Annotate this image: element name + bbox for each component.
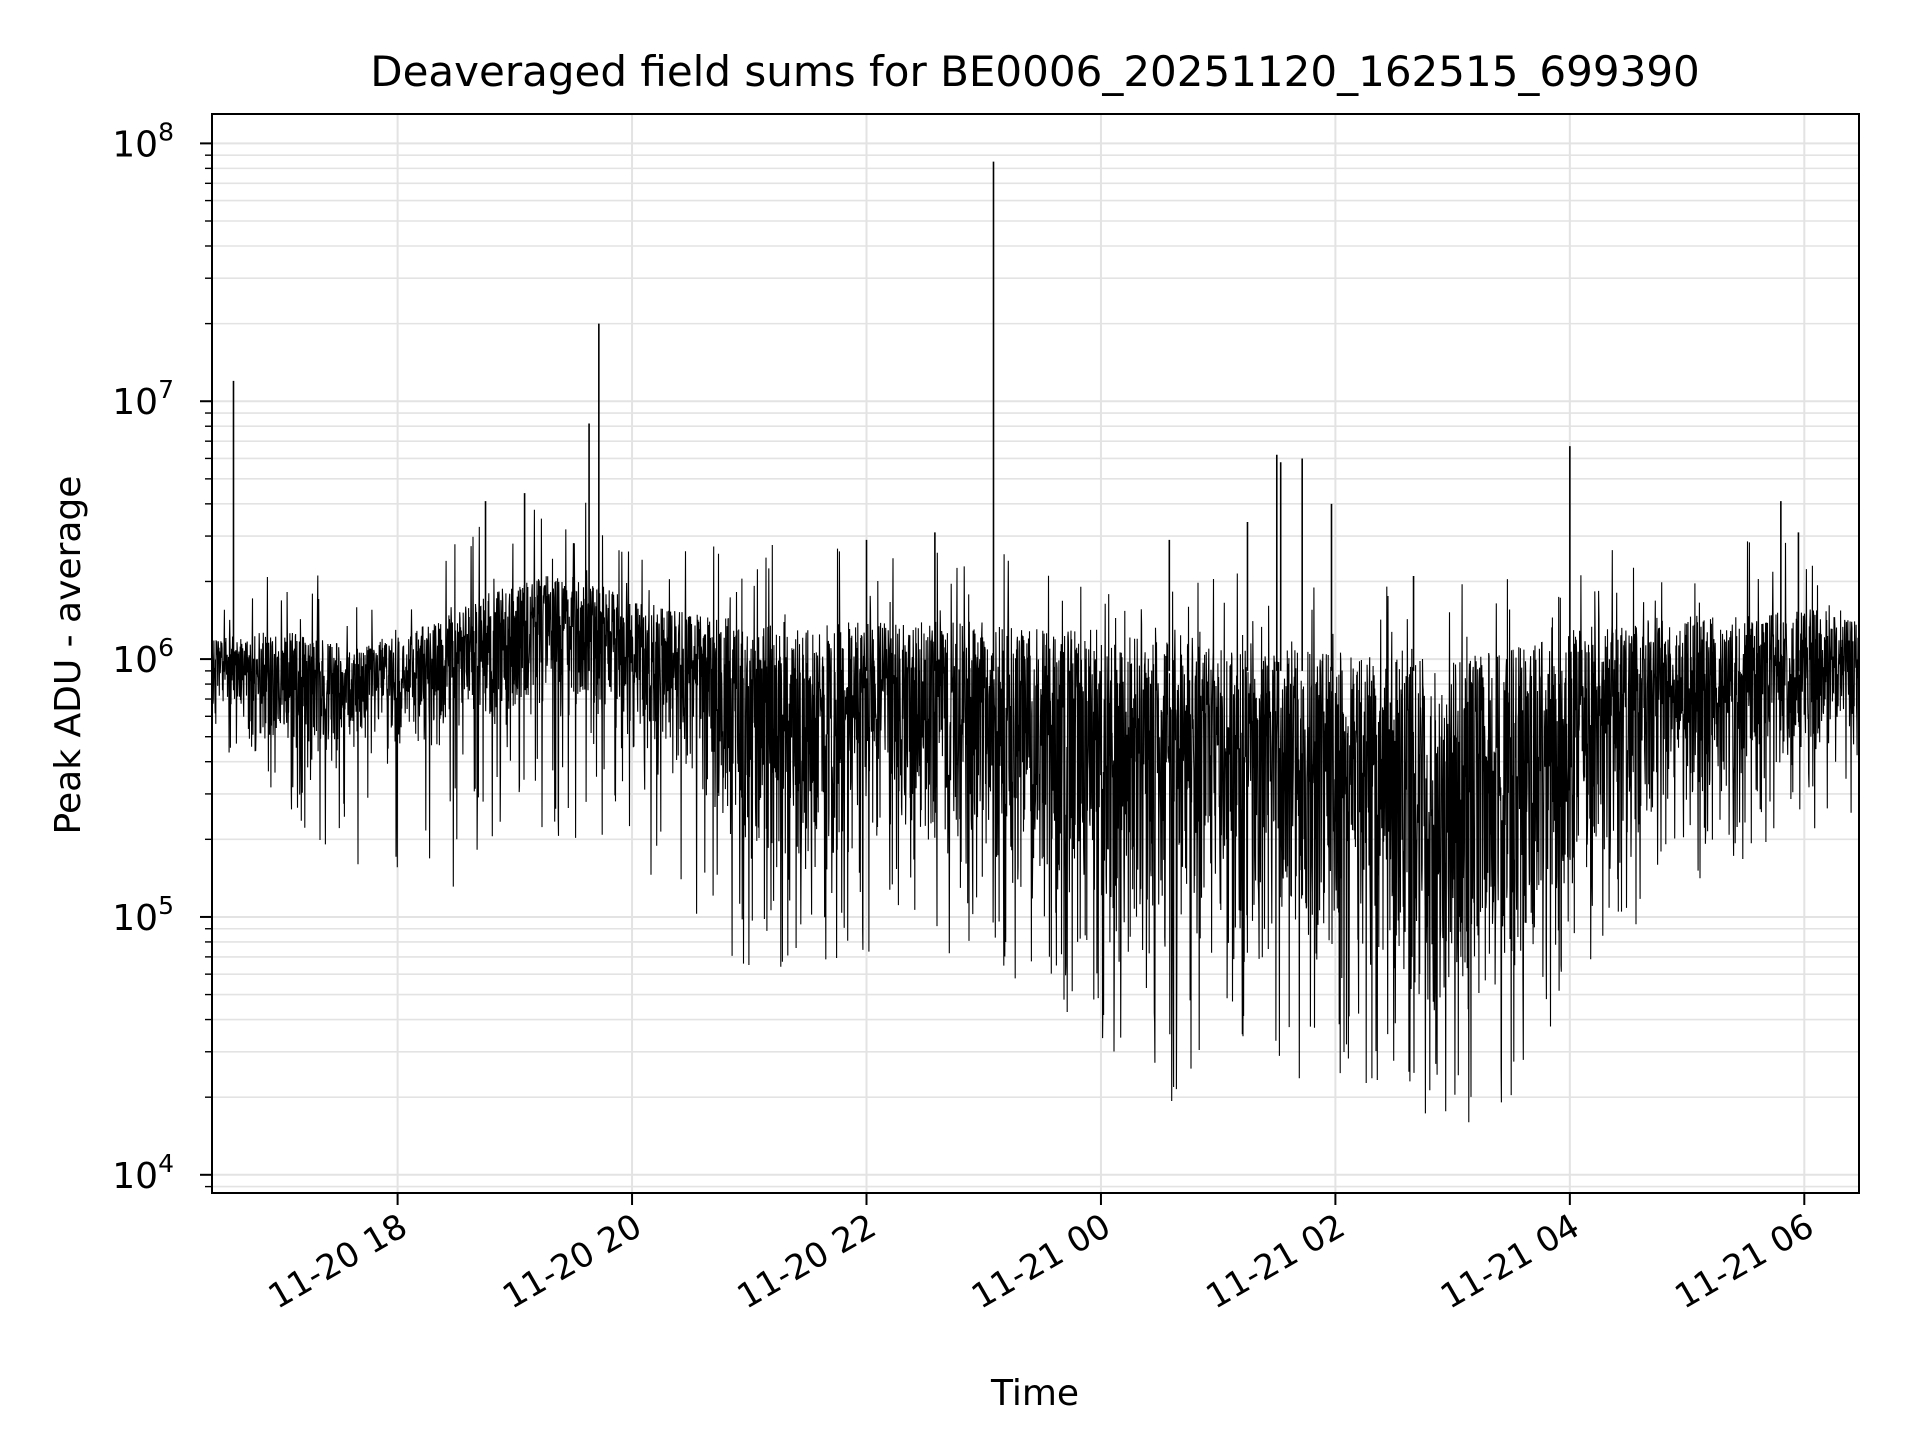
series-line xyxy=(211,502,1860,1123)
y-tick-base: 10 xyxy=(112,1156,158,1197)
y-tick-label: 106 xyxy=(112,633,174,681)
x-axis-label: Time xyxy=(990,1373,1079,1414)
y-tick-label: 108 xyxy=(112,117,174,165)
y-tick-exponent: 8 xyxy=(158,117,174,146)
y-tick-exponent: 4 xyxy=(158,1149,174,1178)
y-tick-exponent: 7 xyxy=(158,375,174,404)
y-tick-label: 107 xyxy=(112,375,174,423)
axes-frame xyxy=(211,113,1860,1194)
y-tick-base: 10 xyxy=(112,124,158,165)
y-tick-exponent: 6 xyxy=(158,633,174,662)
y-tick-exponent: 5 xyxy=(158,891,174,920)
plot-area xyxy=(211,161,1860,1123)
y-tick-base: 10 xyxy=(112,382,158,423)
y-tick-label: 104 xyxy=(112,1149,174,1197)
y-tick-label: 105 xyxy=(112,891,174,939)
y-axis-label: Peak ADU - average xyxy=(48,476,89,835)
y-tick-base: 10 xyxy=(112,898,158,939)
chart-title: Deaveraged field sums for BE0006_2025112… xyxy=(370,47,1700,96)
y-tick-base: 10 xyxy=(112,640,158,681)
